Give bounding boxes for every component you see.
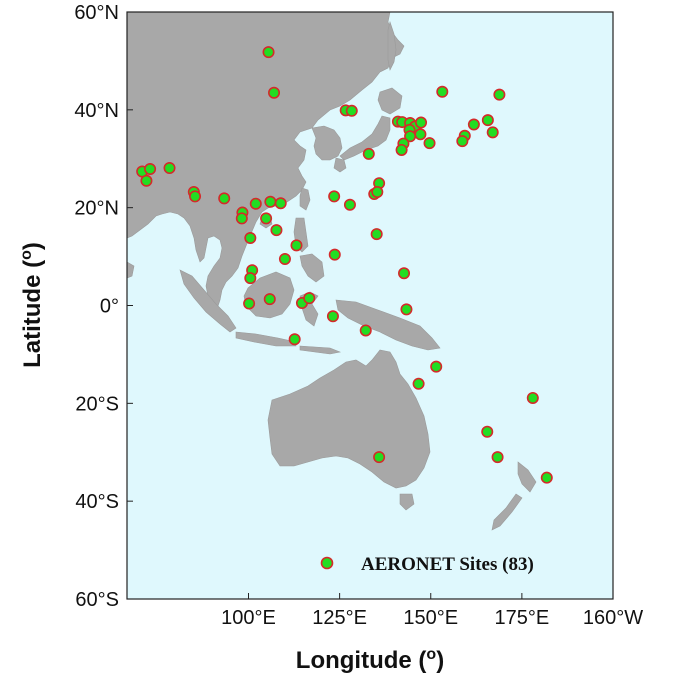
y-axis-ticks: 60°N 40°N 20°N 0° 20°S 40°S 60°S bbox=[74, 2, 133, 611]
y-tick-label: 60°N bbox=[74, 2, 119, 24]
x-tick-label: 175°E bbox=[495, 607, 550, 629]
hokkaido bbox=[377, 87, 403, 115]
aeronet-site-marker bbox=[415, 116, 428, 129]
korea bbox=[311, 125, 343, 161]
java bbox=[235, 331, 297, 347]
aeronet-site-marker bbox=[328, 190, 341, 203]
aeronet-site-marker bbox=[343, 198, 356, 211]
aeronet-site-marker bbox=[140, 174, 153, 187]
mindanao bbox=[299, 253, 325, 283]
aeronet-site-marker bbox=[404, 130, 417, 143]
sumatra bbox=[179, 269, 237, 333]
aeronet-site-marker bbox=[467, 118, 480, 131]
legend-site-marker bbox=[320, 556, 334, 570]
x-axis-title: Longitude (o) bbox=[296, 646, 444, 674]
new-guinea bbox=[335, 299, 441, 351]
aeronet-site-marker bbox=[540, 471, 553, 484]
aeronet-site-marker bbox=[370, 228, 383, 241]
y-tick-label: 40°S bbox=[75, 491, 119, 513]
aeronet-site-marker bbox=[144, 163, 157, 176]
aeronet-site-marker bbox=[362, 147, 375, 160]
new-zealand-north bbox=[517, 461, 537, 493]
y-tick-label: 60°S bbox=[75, 589, 119, 611]
y-axis-title: Latitude (o) bbox=[18, 242, 46, 368]
x-tick-label: 150°E bbox=[403, 607, 458, 629]
aeronet-site-marker bbox=[423, 137, 436, 150]
y-tick-label: 40°N bbox=[74, 100, 119, 122]
y-tick-label: 0° bbox=[100, 296, 119, 318]
aeronet-site-marker bbox=[481, 425, 494, 438]
aeronet-site-marker bbox=[262, 46, 275, 59]
aeronet-site-marker bbox=[278, 253, 291, 266]
aeronet-site-marker bbox=[456, 135, 469, 148]
aeronet-site-marker bbox=[290, 239, 303, 252]
aeronet-site-marker bbox=[163, 162, 176, 175]
aeronet-site-marker bbox=[264, 195, 277, 208]
x-tick-label: 125°E bbox=[312, 607, 367, 629]
aeronet-site-marker bbox=[481, 114, 494, 127]
sakhalin bbox=[387, 20, 397, 71]
aeronet-site-marker bbox=[326, 310, 339, 323]
aeronet-site-marker bbox=[491, 451, 504, 464]
legend-label: AERONET Sites (83) bbox=[361, 554, 534, 575]
aeronet-site-marker bbox=[268, 86, 281, 99]
aeronet-site-marker bbox=[414, 128, 427, 141]
aeronet-site-marker bbox=[218, 192, 231, 205]
y-tick-label: 20°S bbox=[75, 393, 119, 415]
aeronet-site-marker bbox=[274, 197, 287, 210]
x-axis-unit-symbol: o bbox=[426, 646, 436, 663]
aeronet-site-marker bbox=[493, 88, 506, 101]
aeronet-site-marker bbox=[328, 248, 341, 261]
aeronet-site-marker bbox=[400, 303, 413, 316]
aeronet-sites bbox=[136, 46, 553, 484]
aeronet-site-marker bbox=[244, 231, 257, 244]
x-tick-label: 100°E bbox=[221, 607, 276, 629]
honshu bbox=[339, 115, 391, 161]
aeronet-site-marker bbox=[398, 267, 411, 280]
lesser-sunda bbox=[299, 345, 342, 355]
aeronet-site-marker bbox=[189, 190, 202, 203]
aeronet-site-marker bbox=[303, 292, 316, 305]
kyushu bbox=[333, 157, 347, 173]
aeronet-site-marker bbox=[288, 333, 301, 346]
y-axis-unit-symbol: o bbox=[18, 250, 35, 260]
aeronet-site-marker bbox=[436, 85, 449, 98]
aeronet-site-marker bbox=[430, 360, 443, 373]
aeronet-site-marker bbox=[373, 451, 386, 464]
aeronet-site-marker bbox=[249, 197, 262, 210]
aeronet-site-marker bbox=[359, 324, 372, 337]
aeronet-site-marker bbox=[270, 224, 283, 237]
aeronet-site-marker bbox=[526, 391, 539, 404]
aeronet-site-marker bbox=[412, 377, 425, 390]
aeronet-site-marker bbox=[244, 272, 257, 285]
x-axis-ticks: 100°E 125°E 150°E 175°E 160°W bbox=[221, 593, 643, 629]
aeronet-site-marker bbox=[371, 186, 384, 199]
new-zealand-south bbox=[491, 493, 523, 531]
taiwan bbox=[299, 187, 311, 211]
aeronet-site-marker bbox=[395, 143, 408, 156]
aeronet-site-marker bbox=[243, 297, 256, 310]
aeronet-site-marker bbox=[345, 104, 358, 117]
aeronet-site-marker bbox=[263, 293, 276, 306]
y-tick-label: 20°N bbox=[74, 198, 119, 220]
legend: AERONET Sites (83) bbox=[320, 554, 534, 575]
aeronet-site-marker bbox=[260, 212, 273, 225]
australia bbox=[267, 349, 431, 489]
aeronet-site-marker bbox=[486, 126, 499, 139]
landmasses bbox=[126, 11, 537, 531]
tasmania bbox=[399, 493, 415, 511]
x-tick-label: 160°W bbox=[583, 607, 643, 629]
aeronet-site-marker bbox=[235, 212, 248, 225]
